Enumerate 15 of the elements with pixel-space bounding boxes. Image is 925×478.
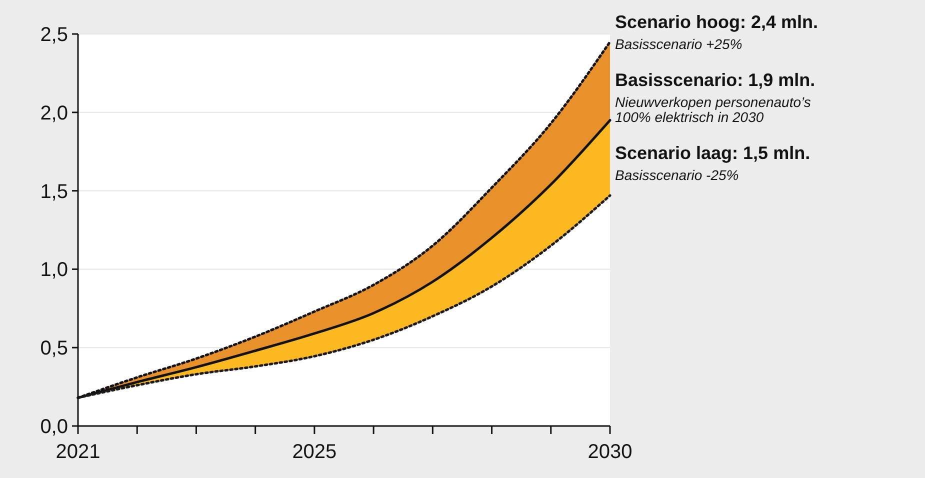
y-tick-label: 1,5: [40, 180, 68, 203]
y-tick-label: 0,0: [40, 416, 68, 438]
text: Basisscenario -25%: [615, 167, 739, 183]
text: Scenario hoog: 2,4 mln.: [615, 12, 818, 32]
text: Basisscenario: 1,9 mln.: [615, 70, 816, 90]
y-tick-label: 1,0: [40, 259, 68, 282]
text: Nieuwverkopen personenauto’s 100% elektrisch in 2030: [615, 94, 811, 125]
x-tick-label: 2025: [292, 441, 337, 463]
y-tick-label: 2,0: [40, 102, 68, 124]
x-tick-label: 2030: [588, 441, 632, 463]
text: Basisscenario +25%: [615, 36, 742, 52]
y-tick-label: 0,5: [40, 338, 68, 360]
text: Scenario laag: 1,5 mln.: [615, 143, 810, 163]
x-tick-label: 2021: [56, 441, 100, 463]
y-tick-label: 2,5: [40, 24, 68, 46]
